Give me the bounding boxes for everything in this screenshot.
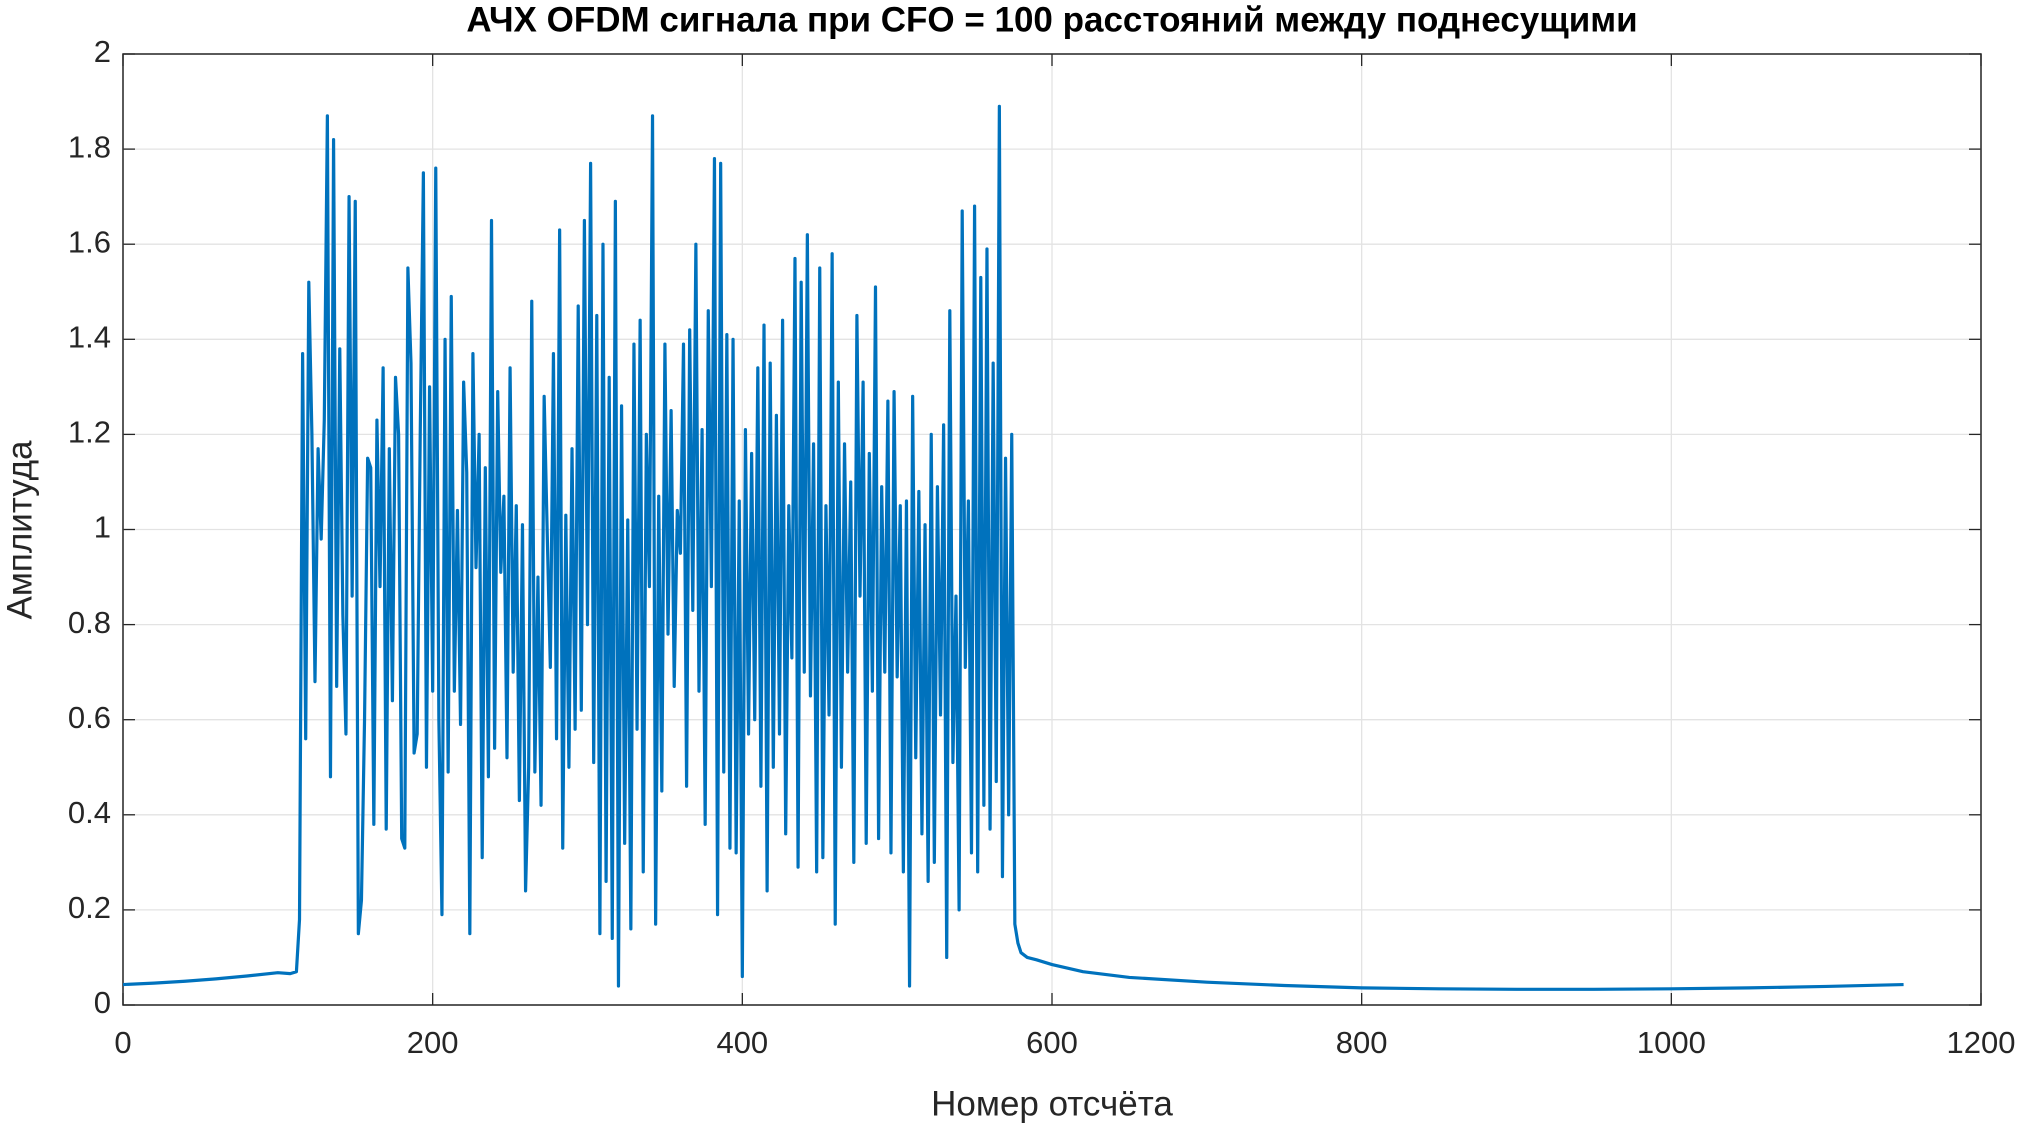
- x-axis-label: Номер отсчёта: [931, 1084, 1173, 1123]
- y-tick-label: 0.6: [68, 700, 111, 735]
- y-tick-label: 1: [94, 510, 111, 545]
- data-line: [122, 104, 1904, 991]
- x-tick-label: 200: [407, 1025, 459, 1060]
- y-tick-label: 2: [94, 34, 111, 69]
- y-tick-label: 1.6: [68, 224, 111, 259]
- y-tick-label: 0.4: [68, 795, 111, 830]
- x-tick-label: 1200: [1947, 1025, 2016, 1060]
- y-tick-label: 0.8: [68, 605, 111, 640]
- y-tick-label: 1.2: [68, 415, 111, 450]
- y-tick-label: 1.8: [68, 129, 111, 164]
- plot-frame: [122, 53, 1982, 1006]
- y-tick-label: 0: [94, 985, 111, 1020]
- x-tick-label: 800: [1336, 1025, 1388, 1060]
- x-tick-label: 0: [114, 1025, 131, 1060]
- y-tick-label: 1.4: [68, 319, 111, 354]
- y-tick-label: 0.2: [68, 890, 111, 925]
- chart-title: АЧХ OFDM сигнала при CFO = 100 расстояни…: [466, 0, 1637, 39]
- x-tick-label: 600: [1026, 1025, 1078, 1060]
- y-axis-label: Амплитуда: [0, 440, 39, 620]
- x-tick-label: 1000: [1637, 1025, 1706, 1060]
- x-tick-label: 400: [716, 1025, 768, 1060]
